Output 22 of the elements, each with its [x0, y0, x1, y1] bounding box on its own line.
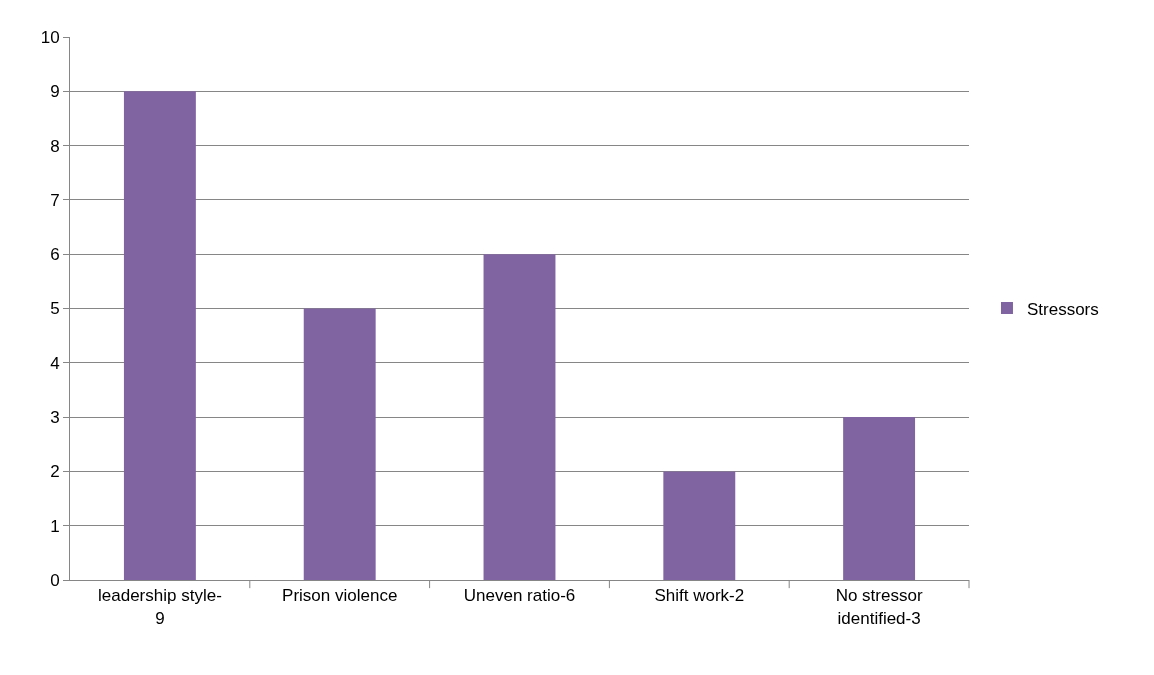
bar — [483, 254, 556, 580]
y-tick-label: 4 — [50, 353, 60, 373]
y-tick-label: 2 — [50, 462, 60, 482]
x-tick-label: No stressor identified-3 — [835, 586, 923, 628]
y-tick-label: 9 — [50, 82, 60, 102]
bar — [843, 417, 916, 580]
bar — [303, 308, 376, 580]
legend-label: Stressors — [1026, 299, 1099, 319]
y-tick-label: 0 — [50, 570, 60, 590]
x-tick-label: Uneven ratio-6 — [463, 586, 576, 606]
y-tick-label: 5 — [50, 299, 60, 319]
y-tick-label: 7 — [50, 190, 60, 210]
x-tick-label: leadership style-9 — [98, 586, 222, 628]
y-tick-label: 10 — [40, 27, 60, 47]
x-tick-label: Prison violence — [282, 586, 398, 606]
y-tick-label: 1 — [50, 516, 60, 536]
y-tick-label: 8 — [50, 136, 60, 156]
y-tick-label: 3 — [50, 408, 60, 428]
bar — [123, 91, 196, 580]
bar — [663, 471, 736, 580]
x-tick-label: Shift work-2 — [654, 586, 745, 606]
y-tick-label: 6 — [50, 245, 60, 265]
